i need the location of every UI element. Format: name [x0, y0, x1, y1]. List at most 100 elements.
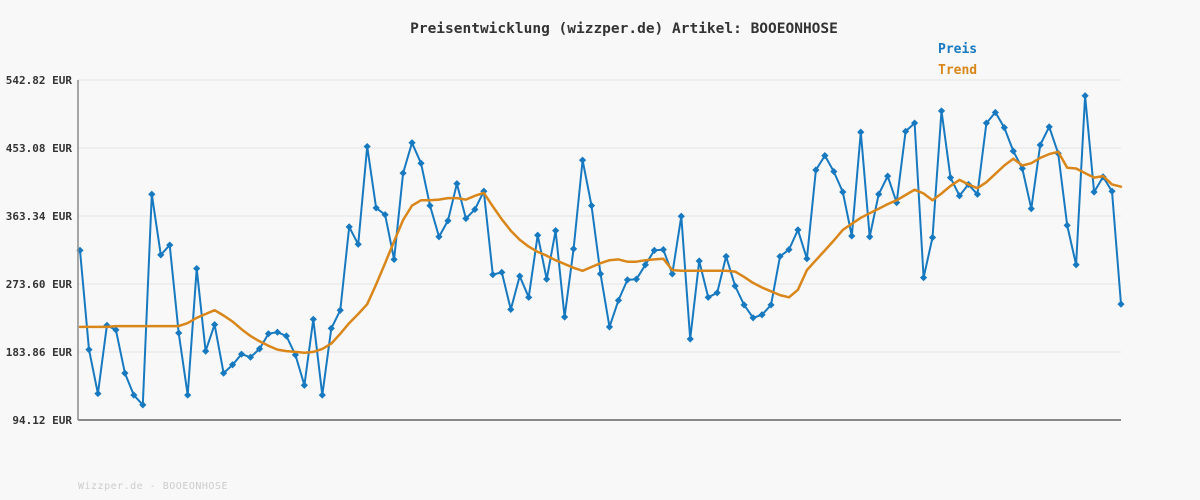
data-point-marker: [614, 296, 623, 304]
data-point-marker: [309, 315, 317, 323]
y-tick-label: 273.60 EUR: [6, 278, 73, 291]
data-point-marker: [776, 252, 784, 261]
data-point-marker: [444, 217, 452, 225]
data-point-marker: [426, 202, 434, 210]
data-point-marker: [237, 350, 246, 358]
data-point-marker: [390, 255, 398, 264]
data-point-marker: [928, 233, 937, 242]
data-point-marker: [704, 293, 712, 301]
data-point-marker: [668, 270, 676, 278]
data-point-marker: [453, 180, 461, 188]
data-point-marker: [489, 271, 497, 279]
data-point-marker: [1009, 147, 1017, 155]
data-point-marker: [695, 257, 703, 265]
data-point-marker: [76, 246, 84, 254]
data-point-marker: [372, 204, 380, 212]
y-axis-labels: 542.82 EUR 453.08 EUR 363.34 EUR 273.60 EUR…: [6, 74, 73, 427]
data-point-marker: [848, 232, 856, 240]
data-point-marker: [884, 172, 892, 180]
chart-legend: Preis Trend: [938, 39, 977, 81]
data-point-marker: [408, 139, 416, 147]
data-point-marker: [300, 381, 308, 389]
data-point-marker: [193, 264, 201, 273]
data-point-marker: [632, 275, 640, 283]
data-point-marker: [767, 301, 775, 309]
data-point-marker: [794, 226, 802, 234]
data-point-marker: [354, 240, 362, 248]
y-tick-label: 542.82 EUR: [6, 74, 73, 87]
data-point-marker: [255, 345, 264, 353]
data-point-marker: [749, 314, 757, 322]
data-point-marker: [219, 369, 228, 377]
data-point-marker: [516, 272, 524, 280]
data-point-marker: [273, 328, 282, 336]
data-point-marker: [722, 252, 730, 261]
y-tick-label: 363.34 EUR: [6, 210, 73, 223]
data-point-marker: [85, 346, 93, 354]
data-point-marker: [839, 188, 847, 196]
data-point-marker: [641, 261, 649, 269]
data-point-marker: [758, 311, 766, 319]
data-point-marker: [534, 231, 542, 239]
legend-item-trend: Trend: [938, 63, 978, 78]
data-point-marker: [462, 214, 470, 223]
data-point-marker: [130, 391, 138, 399]
data-point-marker: [327, 324, 335, 333]
data-point-marker: [731, 282, 739, 290]
data-point-marker: [1090, 188, 1098, 196]
data-point-marker: [184, 391, 192, 399]
y-tick-label: 183.86 EUR: [6, 346, 73, 359]
data-point-marker: [650, 246, 658, 254]
data-point-marker: [282, 332, 291, 340]
data-point-marker: [578, 156, 587, 164]
series-lines: [76, 92, 1125, 409]
data-point-marker: [623, 276, 632, 284]
data-point-marker: [875, 190, 883, 198]
data-point-marker: [543, 275, 551, 283]
data-point-marker: [480, 187, 488, 195]
data-point-marker: [1045, 123, 1053, 131]
axes: [77, 80, 1121, 421]
data-point-marker: [1081, 92, 1089, 100]
data-point-marker: [291, 351, 299, 359]
data-point-marker: [552, 227, 560, 235]
data-point-marker: [399, 169, 407, 177]
data-point-marker: [812, 166, 820, 174]
y-tick-label: 94.12 EUR: [12, 414, 72, 427]
data-point-marker: [605, 323, 614, 331]
data-point-marker: [336, 306, 344, 314]
data-point-marker: [659, 245, 667, 254]
data-point-marker: [202, 347, 210, 355]
data-point-marker: [587, 202, 596, 210]
data-point-marker: [982, 119, 990, 127]
data-point-marker: [139, 401, 147, 409]
data-point-marker: [525, 293, 533, 301]
data-point-marker: [246, 353, 255, 361]
data-point-marker: [211, 321, 219, 329]
data-point-marker: [955, 192, 964, 200]
data-point-marker: [112, 326, 120, 334]
data-point-marker: [1063, 221, 1071, 229]
data-point-marker: [435, 233, 443, 241]
data-point-marker: [1018, 164, 1026, 173]
data-point-marker: [910, 119, 919, 127]
data-point-marker: [686, 335, 694, 343]
data-point-marker: [785, 245, 793, 254]
data-point-marker: [919, 274, 928, 282]
data-point-marker: [1117, 300, 1125, 308]
data-point-marker: [569, 245, 578, 253]
data-point-marker: [148, 190, 156, 198]
data-point-marker: [318, 391, 326, 399]
data-point-marker: [740, 301, 748, 309]
data-point-marker: [381, 211, 389, 219]
trend-line: [78, 150, 1123, 354]
data-point-marker: [94, 389, 102, 398]
gridlines: [78, 79, 1121, 421]
data-point-marker: [937, 107, 946, 115]
watermark: Wizzper.de - BOOEONHOSE: [78, 481, 228, 492]
data-point-marker: [166, 241, 174, 249]
data-point-marker: [866, 233, 874, 241]
legend-item-preis: Preis: [938, 42, 978, 57]
